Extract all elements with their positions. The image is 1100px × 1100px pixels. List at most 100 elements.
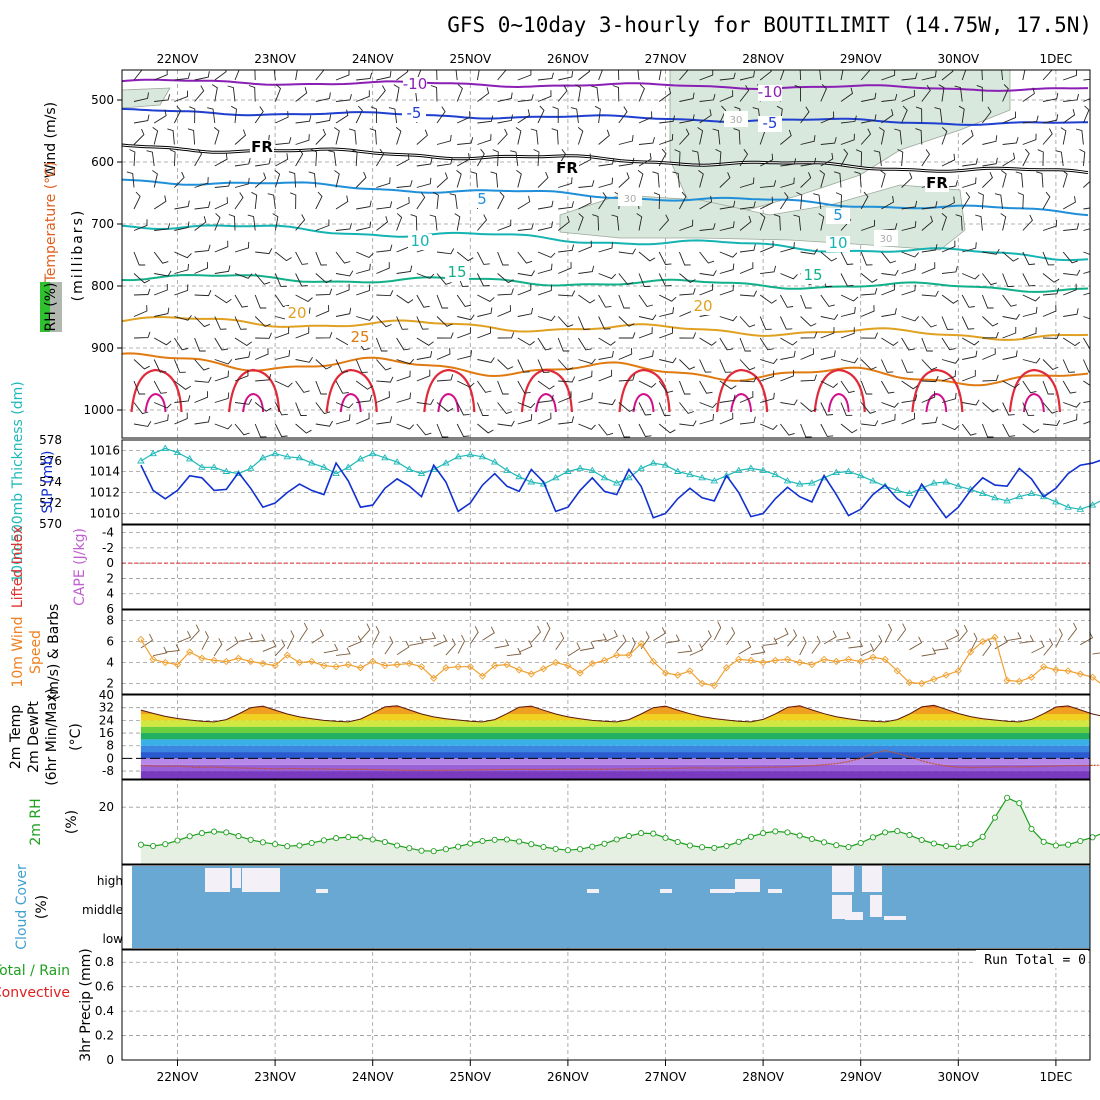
upper-wind-barb	[295, 327, 310, 339]
upper-wind-barb	[921, 201, 938, 210]
upper-wind-barb	[800, 172, 812, 188]
clear-sky-cell	[710, 889, 735, 893]
upper-wind-barb	[921, 84, 931, 102]
wind-speed-point	[808, 660, 816, 669]
upper-wind-barb	[310, 149, 318, 167]
thickness-point	[978, 489, 987, 496]
upper-wind-barb	[1075, 128, 1084, 145]
upper-wind-barb	[429, 214, 438, 231]
upper-wind-barb	[558, 70, 574, 81]
upper-wind-barb	[154, 270, 172, 277]
upper-wind-barb	[517, 109, 531, 124]
upper-wind-barb	[881, 269, 899, 276]
surface-wind-barb	[787, 629, 798, 647]
upper-wind-barb	[981, 70, 983, 81]
upper-wind-barb	[436, 316, 453, 327]
upper-wind-barb	[678, 251, 691, 266]
rh-point	[137, 841, 144, 848]
upper-wind-barb	[578, 153, 592, 167]
upper-wind-barb	[938, 84, 945, 102]
upper-wind-barb	[211, 84, 218, 102]
upper-wind-barb	[638, 137, 655, 145]
upper-wind-barb	[153, 359, 167, 373]
thickness-point	[417, 469, 426, 477]
upper-wind-barb	[295, 402, 307, 416]
upper-wind-barb	[855, 149, 863, 167]
thickness-point	[1052, 498, 1060, 505]
rh-point	[174, 837, 181, 844]
bottom-date-label: 26NOV	[547, 1070, 589, 1084]
wind-speed-point	[637, 639, 645, 648]
upper-wind-barb	[1001, 70, 1004, 81]
upper-wind-barb	[860, 402, 876, 414]
wind-speed-point	[344, 660, 352, 669]
wind-speed-point	[1027, 673, 1036, 681]
surface-wind-barb	[262, 639, 277, 652]
upper-wind-barb	[840, 273, 854, 287]
upper-wind-barb	[375, 337, 388, 352]
upper-wind-barb	[739, 85, 750, 102]
surface-wind-barb	[1043, 638, 1054, 656]
upper-wind-barb	[430, 85, 438, 102]
rh-point	[845, 843, 852, 851]
precip-convective-label: Convective	[0, 985, 70, 1001]
upper-wind-barb	[780, 177, 795, 188]
upper-wind-barb	[133, 191, 141, 210]
upper-wind-barb	[739, 149, 749, 167]
contour-label: FR	[556, 159, 578, 177]
upper-wind-barb	[941, 370, 956, 382]
upper-wind-barb	[517, 94, 534, 102]
contour-label-bg	[874, 230, 898, 246]
upper-wind-barb	[1042, 92, 1059, 102]
contour-label: 30	[880, 234, 893, 245]
rh-point	[1004, 794, 1011, 801]
surface-wind-barb	[592, 633, 607, 642]
upper-wind-barb	[659, 327, 673, 339]
upper-wind-barb	[962, 273, 980, 280]
upper-wind-barb	[1063, 283, 1077, 296]
upper-wind-barb	[393, 84, 400, 102]
wind-speed-point	[979, 637, 987, 646]
rh-area	[140, 797, 1090, 864]
rh-point	[760, 830, 767, 837]
panel-6-frame	[121, 779, 1091, 865]
upper-wind-barb	[557, 215, 570, 231]
wind-speed-point	[173, 660, 182, 669]
upper-wind-barb	[982, 106, 992, 124]
wind-speed-point	[161, 658, 169, 667]
clear-sky-cell	[316, 889, 328, 893]
upper-wind-barb	[1063, 93, 1080, 102]
upper-wind-barb	[272, 213, 279, 231]
rh-shading	[122, 87, 171, 109]
thickness-point	[808, 479, 816, 486]
upper-wind-barb	[840, 307, 856, 317]
thickness-point	[832, 468, 841, 475]
upper-wind-barb	[739, 215, 752, 231]
upper-wind-barb	[497, 288, 514, 296]
clear-sky-cell	[862, 866, 882, 892]
surface-wind-barb	[982, 638, 992, 657]
upper-wind-barb	[436, 374, 454, 382]
upper-wind-barb	[497, 92, 513, 102]
cloud-level-label: low	[103, 932, 124, 946]
upper-wind-barb	[1002, 251, 1019, 262]
upper-wind-barb	[575, 84, 582, 102]
upper-wind-barb	[820, 402, 834, 416]
upper-wind-barb	[1022, 214, 1033, 231]
wind-speed-point	[308, 657, 316, 666]
surface-wind-barb	[213, 638, 223, 657]
upper-wind-barb	[901, 284, 916, 296]
upper-wind-barb	[234, 157, 251, 167]
rh-point	[552, 845, 559, 852]
upper-wind-barb	[254, 172, 267, 188]
upper-wind-barb	[739, 244, 756, 253]
rh-unit-label: (%)	[64, 810, 80, 834]
isotherm-30-loop	[618, 368, 671, 413]
wind-speed-point	[576, 669, 584, 677]
upper-wind-barb	[679, 332, 697, 339]
bottom-date-label: 30NOV	[937, 1070, 979, 1084]
upper-wind-barb	[961, 337, 980, 346]
thickness-point	[673, 467, 682, 474]
wind-speed-point	[991, 633, 999, 641]
upper-wind-barb	[154, 414, 169, 425]
